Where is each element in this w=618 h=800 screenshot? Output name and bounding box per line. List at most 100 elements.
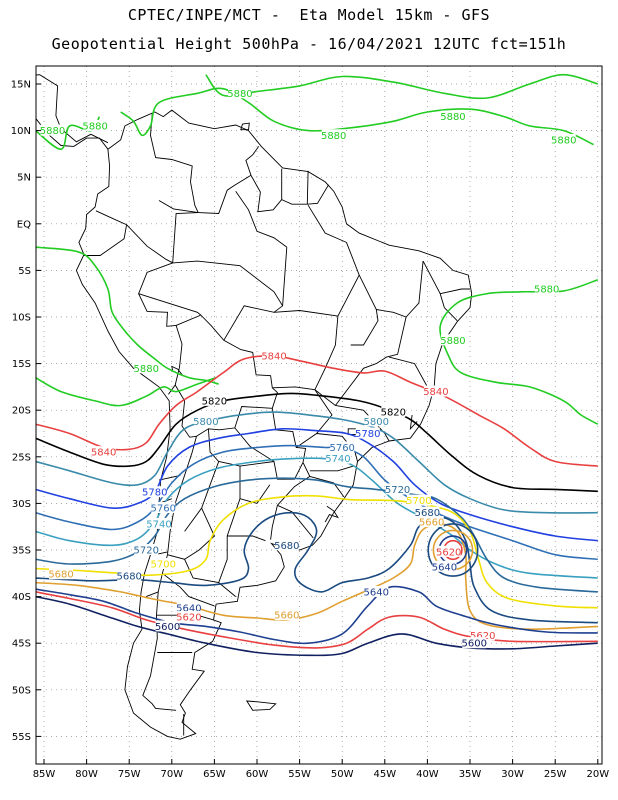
lat-label: 35S: [12, 546, 31, 557]
state-border: [223, 247, 288, 341]
contour-label: 5740: [146, 519, 171, 530]
contour-label: 5600: [155, 622, 180, 633]
contour-label: 5800: [364, 417, 389, 428]
contour-5880: [36, 376, 217, 407]
lon-label: 45W: [373, 769, 396, 780]
lat-label: 40S: [12, 592, 31, 603]
contour-label-background: [406, 494, 431, 506]
contour-label-background: [227, 87, 252, 99]
lon-label: 20W: [586, 769, 609, 780]
region-border: [146, 591, 159, 598]
contour-5620: [36, 591, 598, 649]
contour-label-background: [415, 506, 440, 518]
state-border: [235, 190, 288, 248]
contour-label-background: [364, 585, 389, 597]
country-border: [158, 200, 199, 214]
contour-5840: [36, 355, 598, 467]
contour-label-background: [202, 394, 227, 406]
lon-label: 85W: [33, 769, 56, 780]
province-border: [167, 554, 219, 584]
lon-label: 80W: [75, 769, 98, 780]
longitude-labels: 85W 80W 75W 70W 65W 60W 55W 50W 45W 40W 35W 30W 25W 2…: [33, 769, 610, 780]
lat-label: 15N: [11, 80, 31, 91]
contour-5640: [36, 585, 598, 645]
contour-label-background: [134, 362, 159, 374]
lon-label: 50W: [331, 769, 354, 780]
state-border: [314, 316, 364, 411]
contour-label: 5680: [116, 572, 141, 583]
lon-label: 35W: [459, 769, 482, 780]
state-border: [295, 389, 333, 448]
lat-label: 5S: [18, 266, 31, 277]
country-border: [270, 505, 278, 540]
country-border: [271, 408, 307, 463]
lat-label: EQ: [17, 219, 31, 230]
axis-ticks: [36, 83, 599, 764]
contour-label-background: [49, 568, 74, 580]
contour-label: 5880: [440, 336, 465, 347]
contour-label: 5880: [227, 89, 252, 100]
contour-label-background: [176, 611, 201, 623]
state-border: [388, 356, 428, 388]
contour-label: 5660: [274, 611, 299, 622]
contour-5880: [205, 73, 599, 100]
contour-label: 5820: [381, 408, 406, 419]
contour-label: 5680: [415, 508, 440, 519]
lat-label: 10S: [12, 313, 31, 324]
lon-label: 30W: [501, 769, 524, 780]
contour-label: 5740: [325, 454, 350, 465]
lon-label: 40W: [416, 769, 439, 780]
contour-label: 5720: [134, 546, 159, 557]
province-border: [227, 535, 266, 542]
country-border: [168, 325, 183, 395]
contour-label-background: [330, 441, 355, 453]
lat-lon-grid: [36, 66, 602, 764]
state-border: [440, 288, 470, 295]
lon-label: 75W: [118, 769, 141, 780]
country-border: [175, 314, 278, 409]
contour-label: 5840: [91, 448, 116, 459]
contour-label-background: [142, 486, 167, 498]
country-border: [277, 504, 314, 539]
lat-label: 55S: [12, 732, 31, 743]
country-border: [307, 184, 329, 205]
falkland-islands: [245, 700, 277, 711]
province-border: [162, 572, 215, 607]
contour-label-background: [321, 129, 346, 141]
contour-5760: [36, 444, 598, 561]
lat-label: 10N: [11, 126, 31, 137]
lon-label: 60W: [246, 769, 269, 780]
country-border: [198, 174, 252, 214]
contour-5800: [36, 411, 598, 514]
lat-label: 20S: [12, 406, 31, 417]
central-america-pacific-coast: [36, 117, 109, 150]
contour-5680: [36, 511, 598, 624]
contour-label: 5880: [440, 112, 465, 123]
lat-label: 30S: [12, 499, 31, 510]
lat-label: 25S: [12, 452, 31, 463]
country-border: [281, 170, 309, 205]
lon-label: 70W: [160, 769, 183, 780]
contour-label: 5700: [406, 496, 431, 507]
contour-label-background: [117, 570, 142, 582]
height-contours: [36, 73, 599, 657]
state-border: [444, 307, 458, 322]
contour-label: 5660: [419, 518, 444, 529]
province-border: [239, 466, 271, 504]
contour-label-background: [193, 415, 218, 427]
contour-label-background: [176, 601, 201, 613]
contour-5880: [439, 278, 599, 425]
contour-label-background: [462, 637, 487, 649]
contour-label: 5840: [261, 352, 286, 363]
contour-label: 5680: [274, 541, 299, 552]
contour-5600: [36, 595, 598, 657]
lon-label: 65W: [203, 769, 226, 780]
country-border: [250, 168, 283, 213]
country-border: [95, 210, 199, 264]
contour-label-background: [436, 545, 461, 557]
state-border: [422, 260, 445, 308]
central-america-caribbean-coast: [36, 74, 109, 144]
contour-label: 5800: [193, 417, 218, 428]
contour-label: 5700: [151, 559, 176, 570]
